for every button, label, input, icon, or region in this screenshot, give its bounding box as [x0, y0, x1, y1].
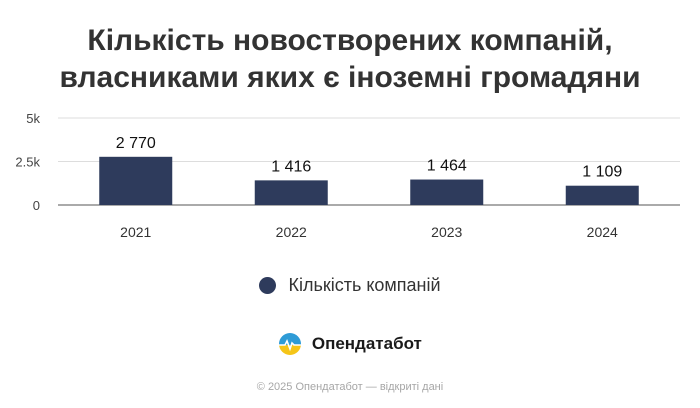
- chart-title: Кількість новостворених компаній, власни…: [0, 22, 700, 96]
- bar-2023: [410, 179, 484, 205]
- footer: © 2025 Опендатабот — відкриті дані: [256, 381, 444, 393]
- bars: [99, 156, 639, 205]
- chart-title-line-1: Кількість новостворених компаній,: [87, 24, 613, 57]
- bar-2021: [99, 156, 173, 205]
- x-tick-label: 2023: [431, 224, 462, 240]
- opendatabot-logo-icon: [278, 332, 302, 361]
- value-label: 1 109: [582, 164, 622, 181]
- y-tick-label: 5k: [26, 111, 40, 126]
- bar-2022: [254, 180, 328, 205]
- y-tick-label: 0: [33, 198, 40, 213]
- brand-name: Опендатабот: [311, 334, 422, 353]
- value-label: 2 770: [116, 135, 156, 152]
- legend-label: Кількість компаній: [288, 275, 441, 295]
- bar-2024: [565, 185, 639, 205]
- legend-marker: [259, 277, 277, 294]
- legend: Кількість компаній: [0, 275, 700, 296]
- value-labels: 2 770 1 416 1 464 1 109: [116, 135, 623, 181]
- chart-title-line-2: власниками яких є іноземні громадяни: [59, 61, 641, 94]
- y-tick-label: 2.5k: [15, 155, 40, 170]
- y-axis-ticks: 0 2.5k 5k: [15, 111, 40, 213]
- x-tick-label: 2021: [120, 224, 151, 240]
- value-label: 1 464: [427, 158, 467, 175]
- value-label: 1 416: [271, 158, 311, 175]
- x-tick-label: 2022: [276, 224, 307, 240]
- x-axis-ticks: 2021 2022 2023 2024: [120, 224, 618, 240]
- x-tick-label: 2024: [587, 224, 618, 240]
- brand: Опендатабот: [0, 332, 700, 361]
